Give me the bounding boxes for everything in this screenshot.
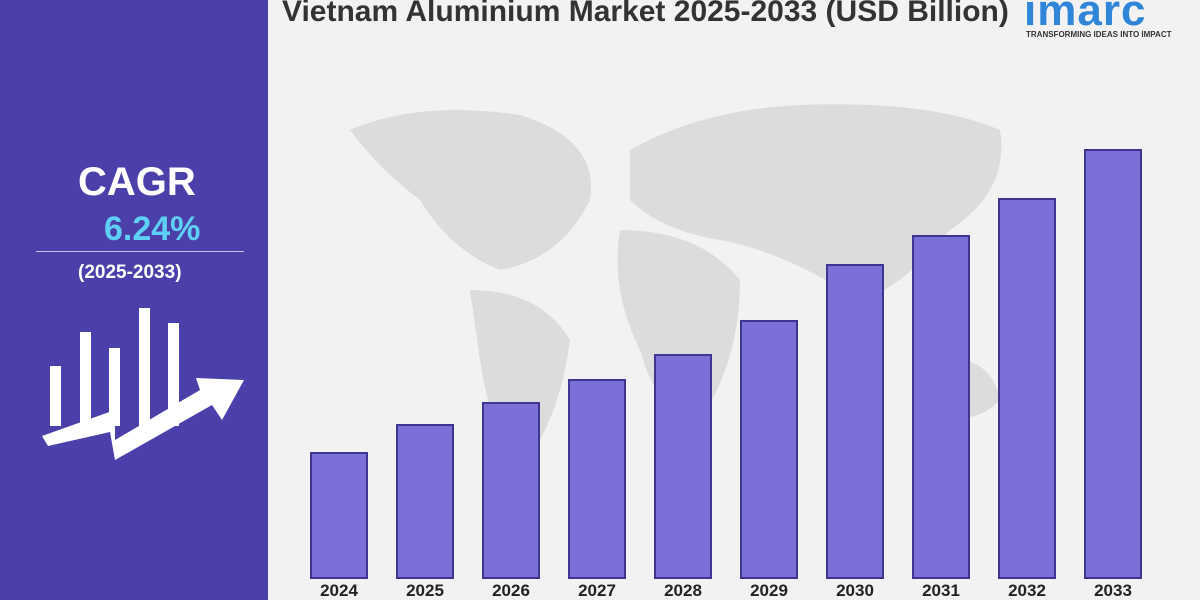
bar — [396, 424, 454, 579]
x-tick-label: 2032 — [1008, 581, 1046, 600]
brand-tagline: TRANSFORMING IDEAS INTO IMPACT — [1026, 30, 1172, 39]
cagr-period: (2025-2033) — [78, 262, 182, 283]
x-tick-label: 2025 — [406, 581, 444, 600]
bar — [912, 235, 970, 579]
bar — [1084, 149, 1142, 579]
x-tick-label: 2033 — [1094, 581, 1132, 600]
bar — [740, 320, 798, 579]
bar — [568, 379, 626, 579]
chart-title: Vietnam Aluminium Market 2025-2033 (USD … — [282, 0, 1009, 28]
bar — [654, 354, 712, 579]
x-tick-label: 2024 — [320, 581, 358, 600]
x-tick-label: 2030 — [836, 581, 874, 600]
x-tick-label: 2028 — [664, 581, 702, 600]
growth-icon — [42, 308, 244, 460]
bar — [826, 264, 884, 579]
brand-logo: imarc — [1024, 0, 1147, 35]
x-tick-label: 2026 — [492, 581, 530, 600]
bar — [482, 402, 540, 579]
bar — [310, 452, 368, 579]
cagr-label: CAGR — [78, 160, 196, 204]
x-tick-label: 2027 — [578, 581, 616, 600]
divider — [36, 251, 244, 252]
x-tick-label: 2031 — [922, 581, 960, 600]
cagr-value: 6.24% — [104, 210, 201, 248]
x-tick-label: 2029 — [750, 581, 788, 600]
bar — [998, 198, 1056, 579]
